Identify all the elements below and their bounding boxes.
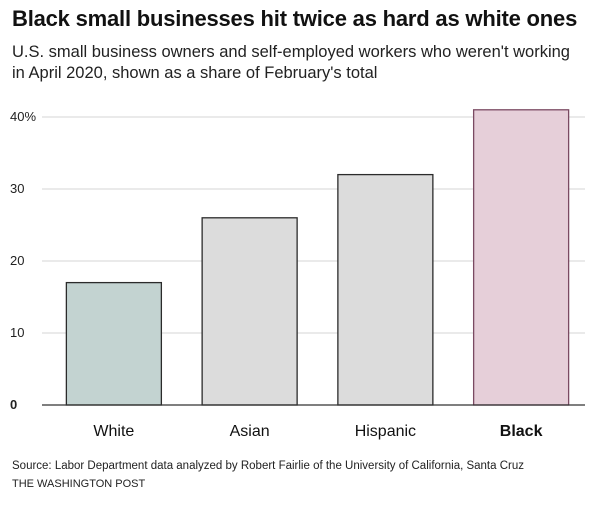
y-tick-label: 40%: [10, 109, 36, 124]
x-tick-label-white: White: [93, 423, 134, 440]
x-tick-label-asian: Asian: [230, 423, 270, 440]
source-note: Source: Labor Department data analyzed b…: [12, 460, 525, 472]
bar-white: [65, 281, 163, 406]
chart-title: Black small businesses hit twice as hard…: [12, 6, 578, 31]
bars: [65, 109, 570, 406]
x-axis-category-labels: White Asian Hispanic Black: [93, 423, 542, 440]
y-tick-label: 10: [10, 325, 24, 340]
publisher-credit: THE WASHINGTON POST: [12, 478, 146, 490]
bar-chart: 0 10 20 30 40% White Asian Hispanic Black: [10, 109, 585, 440]
y-tick-label: 20: [10, 253, 24, 268]
y-tick-label: 30: [10, 181, 24, 196]
bar-black: [472, 109, 570, 406]
x-tick-label-black: Black: [500, 423, 543, 440]
y-tick-label: 0: [10, 397, 17, 412]
y-axis-tick-labels: 0 10 20 30 40%: [10, 109, 36, 412]
bar-asian: [201, 217, 298, 406]
x-tick-label-hispanic: Hispanic: [355, 423, 416, 440]
bar-hispanic: [337, 173, 434, 406]
chart-subtitle: U.S. small business owners and self-empl…: [12, 43, 570, 82]
